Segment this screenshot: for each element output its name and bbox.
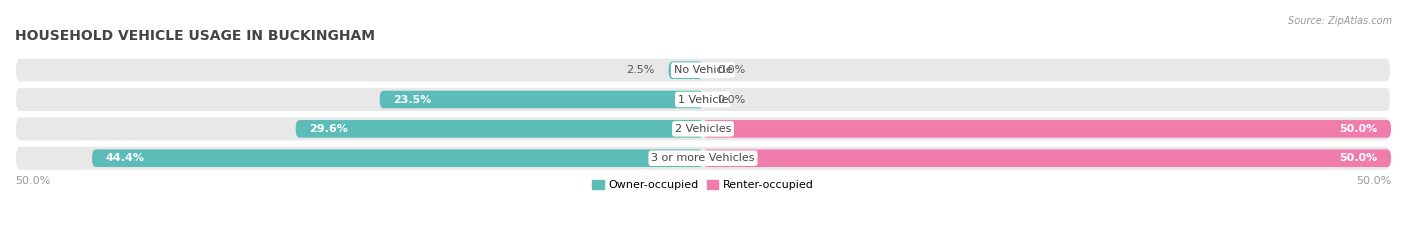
Text: 50.0%: 50.0% <box>1339 153 1378 163</box>
Text: 44.4%: 44.4% <box>105 153 145 163</box>
FancyBboxPatch shape <box>91 149 703 167</box>
FancyBboxPatch shape <box>15 87 1391 112</box>
Text: 23.5%: 23.5% <box>394 95 432 105</box>
Text: 50.0%: 50.0% <box>1339 124 1378 134</box>
Text: 1 Vehicle: 1 Vehicle <box>678 95 728 105</box>
Text: 0.0%: 0.0% <box>717 65 745 75</box>
Text: 0.0%: 0.0% <box>717 95 745 105</box>
Text: 50.0%: 50.0% <box>1355 176 1391 186</box>
Text: 29.6%: 29.6% <box>309 124 349 134</box>
Text: 2 Vehicles: 2 Vehicles <box>675 124 731 134</box>
Text: HOUSEHOLD VEHICLE USAGE IN BUCKINGHAM: HOUSEHOLD VEHICLE USAGE IN BUCKINGHAM <box>15 29 375 43</box>
FancyBboxPatch shape <box>380 91 703 108</box>
FancyBboxPatch shape <box>15 116 1391 141</box>
FancyBboxPatch shape <box>295 120 703 138</box>
FancyBboxPatch shape <box>703 149 1391 167</box>
FancyBboxPatch shape <box>669 61 703 79</box>
Text: Source: ZipAtlas.com: Source: ZipAtlas.com <box>1288 16 1392 26</box>
Legend: Owner-occupied, Renter-occupied: Owner-occupied, Renter-occupied <box>588 175 818 195</box>
Text: 50.0%: 50.0% <box>15 176 51 186</box>
Text: 3 or more Vehicles: 3 or more Vehicles <box>651 153 755 163</box>
FancyBboxPatch shape <box>703 120 1391 138</box>
FancyBboxPatch shape <box>15 58 1391 83</box>
FancyBboxPatch shape <box>15 146 1391 171</box>
Text: 2.5%: 2.5% <box>627 65 655 75</box>
Text: No Vehicle: No Vehicle <box>673 65 733 75</box>
